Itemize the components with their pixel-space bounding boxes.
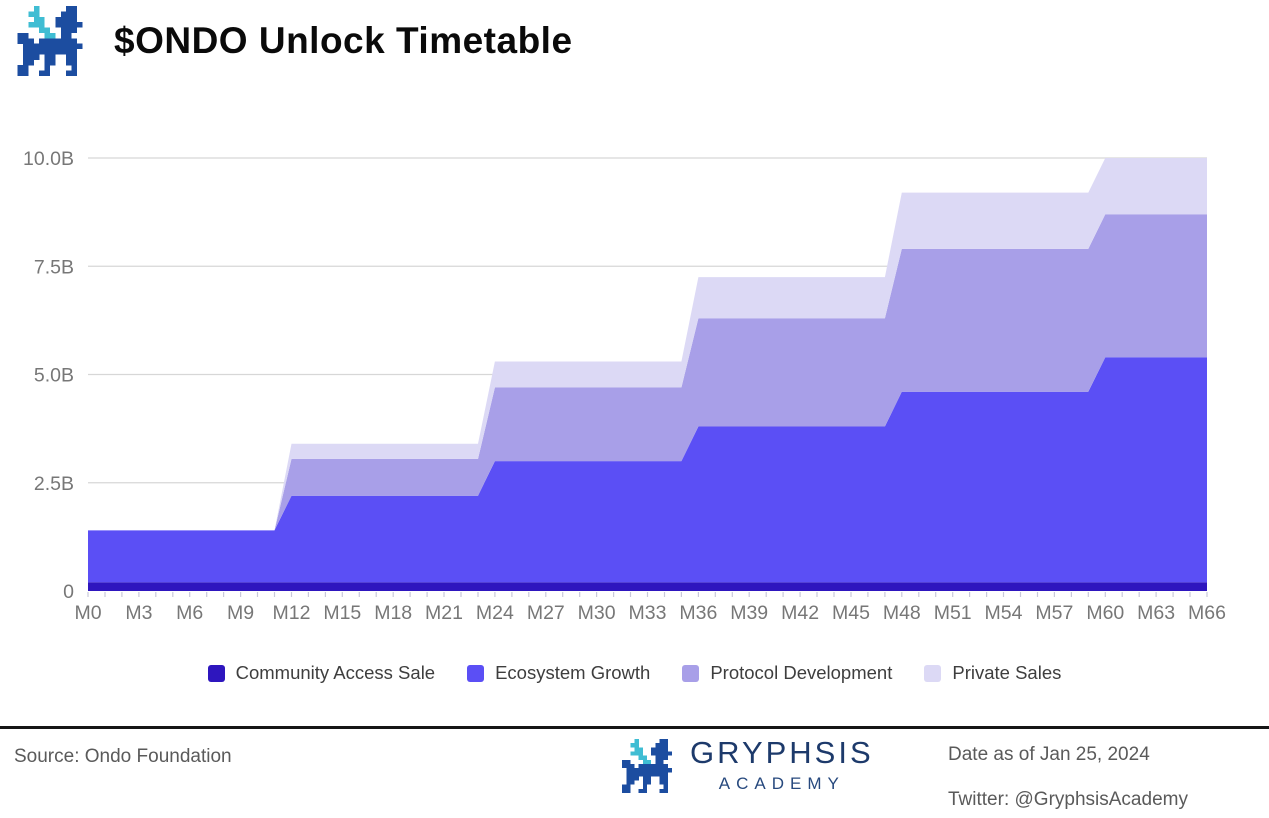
twitter-text: Twitter: @GryphsisAcademy: [948, 789, 1188, 810]
x-tick-label: M0: [74, 602, 101, 624]
x-tick-label: M45: [832, 602, 870, 624]
header: $ONDO Unlock Timetable: [12, 6, 573, 76]
legend-item-community-access-sale: Community Access Sale: [207, 662, 436, 684]
x-tick-label: M57: [1035, 602, 1073, 624]
x-tick-label: M12: [273, 602, 311, 624]
chart-legend: Community Access Sale Ecosystem Growth Pro…: [0, 662, 1269, 684]
y-tick-label: 10.0B: [23, 148, 74, 170]
x-tick-label: M33: [629, 602, 667, 624]
y-tick-label: 7.5B: [34, 256, 74, 278]
brand-block: GRYPHSIS ACADEMY: [618, 735, 874, 794]
y-tick-label: 2.5B: [34, 473, 74, 495]
brand-subtitle: ACADEMY: [718, 774, 845, 793]
x-axis: M0 M3 M6 M9 M12 M15 M18 M21 M24 M27 M30 M33 M36 M39 M4…: [74, 592, 1226, 624]
legend-label: Community Access Sale: [235, 662, 436, 683]
x-tick-label: M24: [476, 602, 514, 624]
page-title: $ONDO Unlock Timetable: [114, 20, 573, 61]
legend-swatch-icon: [207, 664, 225, 682]
unlock-stacked-area-chart: 0 2.5B 5.0B 7.5B 10.0B M0 M3 M6 M9 M12 M15 M18 M21 M2…: [23, 148, 1226, 624]
legend-item-private-sales: Private Sales: [924, 662, 1061, 684]
legend-label: Ecosystem Growth: [495, 662, 651, 683]
x-tick-label: M54: [985, 602, 1023, 624]
x-tick-label: M6: [176, 602, 203, 624]
legend-swatch-icon: [467, 664, 485, 682]
y-tick-label: 0: [63, 581, 74, 603]
x-tick-label: M48: [883, 602, 921, 624]
brand-name: GRYPHSIS: [690, 735, 874, 770]
x-tick-label: M66: [1188, 602, 1226, 624]
pixel-dragon-icon: [622, 739, 672, 793]
x-tick-label: M30: [578, 602, 616, 624]
x-tick-label: M42: [781, 602, 819, 624]
x-tick-label: M51: [934, 602, 972, 624]
x-tick-label: M3: [125, 602, 152, 624]
date-text: Date as of Jan 25, 2024: [948, 744, 1150, 765]
x-tick-label: M63: [1137, 602, 1175, 624]
y-tick-label: 5.0B: [34, 365, 74, 387]
legend-item-ecosystem-growth: Ecosystem Growth: [467, 662, 650, 684]
x-tick-label: M9: [227, 602, 254, 624]
legend-label: Protocol Development: [710, 662, 893, 683]
source-text: Source: Ondo Foundation: [14, 746, 232, 767]
legend-item-protocol-development: Protocol Development: [682, 662, 892, 684]
x-tick-label: M27: [527, 602, 565, 624]
meta-block: Date as of Jan 25, 2024 Twitter: @Gryphs…: [948, 744, 1188, 818]
area-protocol-development: [88, 214, 1207, 531]
x-tick-label: M15: [323, 602, 361, 624]
x-tick-label: M21: [425, 602, 463, 624]
area-private-sales: [88, 158, 1207, 531]
legend-label: Private Sales: [952, 662, 1062, 683]
x-tick-label: M39: [730, 602, 768, 624]
area-community-access-sale: [88, 582, 1207, 591]
footer: Source: Ondo Foundation GRYPHSIS ACADEMY…: [0, 726, 1269, 818]
brand-text: GRYPHSIS ACADEMY: [690, 735, 874, 794]
legend-swatch-icon: [924, 664, 942, 682]
x-tick-label: M60: [1086, 602, 1124, 624]
area-ecosystem-growth: [88, 357, 1207, 583]
pixel-dragon-icon: [17, 6, 83, 76]
x-tick-label: M36: [679, 602, 717, 624]
legend-swatch-icon: [682, 664, 700, 682]
stacked-areas: [88, 158, 1207, 591]
x-tick-label: M18: [374, 602, 412, 624]
